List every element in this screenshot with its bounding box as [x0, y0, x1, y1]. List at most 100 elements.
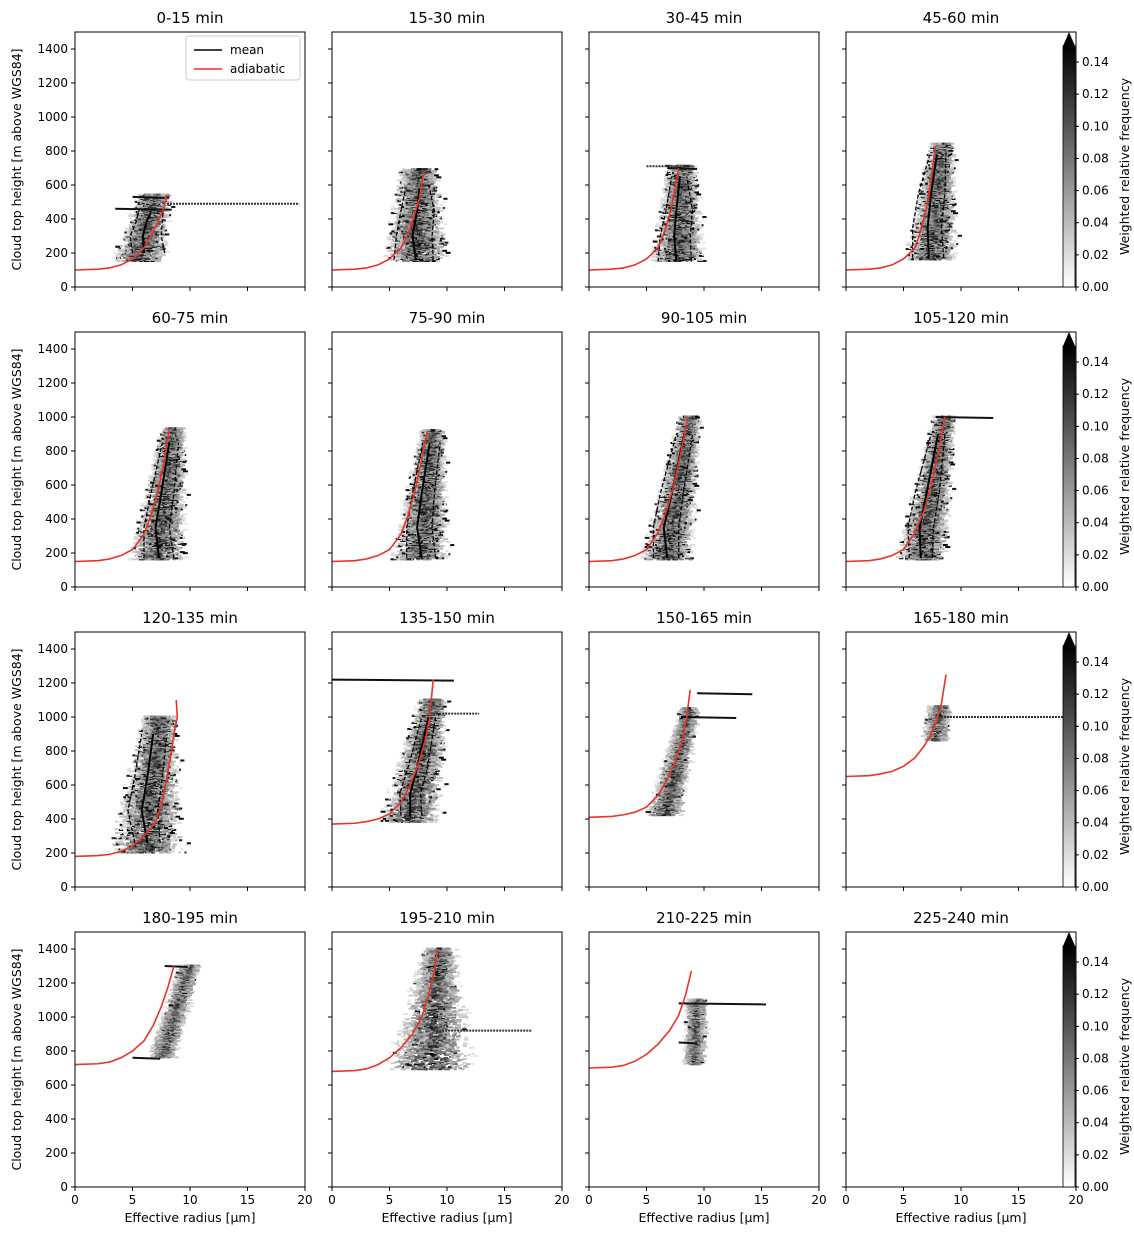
heatmap-cell [433, 201, 438, 204]
heatmap-cell [416, 210, 423, 213]
heatmap-cell [685, 234, 689, 237]
heatmap-cell [411, 195, 415, 198]
heatmap-cell [417, 211, 422, 214]
heatmap-cell [439, 249, 443, 252]
heatmap-cell [430, 202, 433, 205]
heatmap-cell [425, 237, 430, 240]
heatmap-cell [439, 256, 444, 259]
heatmap-cell [160, 220, 166, 223]
heatmap-cell [423, 210, 426, 213]
heatmap-cell [420, 207, 427, 210]
heatmap-cell [430, 190, 436, 193]
heatmap-cell [427, 223, 431, 226]
heatmap-cell [400, 240, 404, 243]
heatmap-cell [414, 238, 420, 241]
heatmap-cell [682, 245, 685, 248]
heatmap-cell [665, 256, 671, 259]
heatmap-cell [127, 243, 131, 246]
heatmap-cell [121, 252, 124, 255]
heatmap-cell [700, 226, 704, 229]
heatmap-cell [415, 257, 421, 260]
heatmap-cell [429, 256, 435, 259]
heatmap-cell [415, 239, 420, 242]
heatmap-cell [155, 238, 158, 241]
heatmap-cell [699, 250, 703, 253]
heatmap-cell [413, 169, 420, 172]
heatmap-cell [685, 220, 689, 223]
heatmap-cell [678, 242, 681, 245]
heatmap-cell [408, 219, 410, 222]
heatmap-streak [132, 195, 165, 199]
heatmap-cell [421, 217, 425, 220]
heatmap-cell [661, 241, 666, 244]
heatmap-cell [675, 204, 681, 207]
heatmap-cell [434, 213, 438, 216]
heatmap-cell [681, 244, 685, 247]
heatmap-cell [421, 253, 425, 256]
heatmap-cell [162, 195, 167, 198]
heatmap-cell [417, 226, 423, 229]
heatmap-cell [160, 199, 164, 202]
heatmap-cell [141, 200, 145, 203]
heatmap-cell [659, 225, 662, 228]
heatmap-cell [167, 231, 170, 234]
heatmap-cell [158, 229, 165, 232]
heatmap-cell [699, 221, 702, 224]
heatmap-cell [409, 232, 412, 235]
heatmap-cell [432, 202, 439, 205]
heatmap-cell [690, 224, 696, 227]
heatmap-cell [404, 205, 410, 208]
heatmap-cell [138, 213, 143, 216]
heatmap-cell [688, 249, 694, 252]
heatmap-cell [422, 169, 427, 172]
heatmap-cell [160, 201, 163, 204]
heatmap-cell [403, 180, 410, 183]
heatmap-cell [135, 260, 140, 262]
heatmap-cell [436, 248, 441, 251]
heatmap-cell [411, 196, 417, 199]
heatmap-cell [400, 228, 403, 231]
heatmap-cell [401, 233, 407, 236]
heatmap-cell [413, 230, 417, 233]
heatmap-cell [435, 229, 439, 232]
heatmap-cell [658, 257, 663, 260]
heatmap-cell [421, 200, 424, 203]
heatmap-cell [406, 175, 410, 178]
heatmap-cell [417, 227, 420, 230]
heatmap-cell [684, 247, 690, 250]
heatmap-cell [123, 234, 127, 237]
heatmap-cell [393, 211, 398, 214]
heatmap-cell [665, 235, 671, 238]
heatmap-cell [392, 227, 398, 230]
heatmap-cell [422, 181, 427, 184]
heatmap-cell [424, 202, 428, 205]
heatmap-cell [662, 257, 667, 260]
heatmap-cell [147, 211, 152, 214]
heatmap-cell [139, 211, 143, 214]
heatmap-cell [427, 171, 433, 174]
heatmap-cell [435, 243, 438, 246]
heatmap-cell [431, 189, 437, 192]
heatmap-cell [422, 184, 429, 187]
heatmap-cell [667, 231, 670, 234]
heatmap-cell [423, 238, 426, 241]
heatmap-cell [148, 215, 153, 218]
heatmap-cell [127, 254, 130, 257]
heatmap-cell [691, 231, 694, 234]
heatmap-cell [680, 209, 684, 212]
heatmap-cell [394, 248, 399, 251]
heatmap-cell [426, 226, 432, 229]
heatmap-cell [422, 168, 429, 171]
heatmap-cell [676, 234, 681, 237]
heatmap-cell [424, 175, 428, 178]
heatmap-cell [702, 215, 707, 218]
heatmap-cell [434, 168, 439, 171]
heatmap-cell [676, 253, 679, 256]
heatmap-cell [128, 215, 132, 218]
heatmap-cell [421, 242, 424, 245]
heatmap-cell [418, 248, 424, 251]
heatmap-cell [393, 234, 397, 237]
heatmap-cell [407, 250, 412, 253]
heatmap-cell [146, 227, 151, 230]
heatmap-cell [417, 251, 421, 254]
